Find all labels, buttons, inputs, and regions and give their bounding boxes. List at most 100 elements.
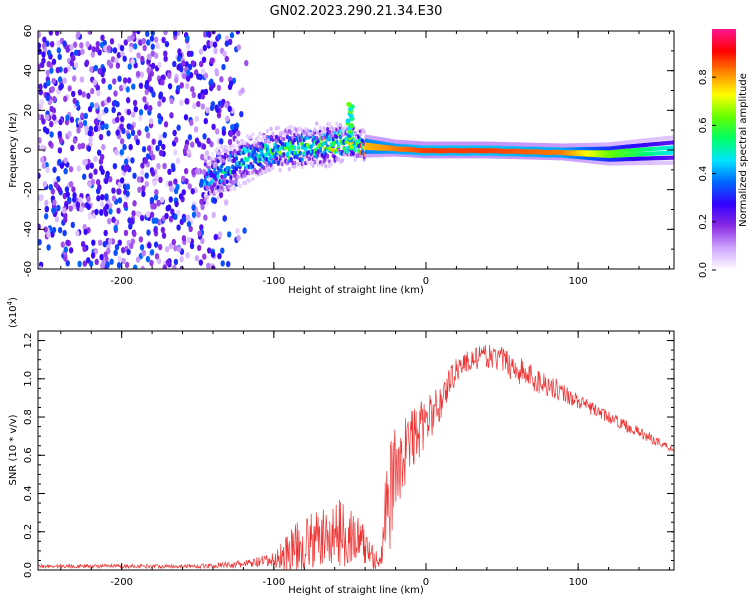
- heatmap-cell: [150, 50, 155, 57]
- heatmap-cell: [208, 84, 214, 92]
- heatmap-cell: [69, 44, 74, 51]
- heatmap-cell: [115, 116, 120, 123]
- heatmap-cell: [68, 180, 74, 188]
- heatmap-cell: [199, 178, 204, 185]
- heatmap-cell: [173, 245, 178, 252]
- heatmap-cell: [122, 77, 128, 84]
- heatmap-cell: [125, 190, 130, 197]
- heatmap-cell: [251, 164, 255, 169]
- heatmap-cell: [132, 200, 137, 207]
- heatmap-cell: [71, 196, 77, 203]
- heatmap-cell: [126, 132, 132, 140]
- snr-y-ticks: 0.0 0.2 0.4 0.6 0.8 1.0 1.2: [23, 330, 674, 578]
- heatmap-cell: [148, 118, 154, 125]
- heatmap-cell: [144, 82, 149, 90]
- heatmap-cell: [135, 138, 140, 146]
- heatmap-cell: [108, 176, 113, 183]
- heatmap-cell: [225, 145, 229, 150]
- heatmap-cell: [172, 60, 177, 68]
- heatmap-cell: [293, 164, 297, 169]
- heatmap-cell: [150, 62, 156, 69]
- heatmap-cell: [174, 200, 179, 208]
- heatmap-cell: [145, 211, 151, 218]
- heatmap-cell: [293, 145, 297, 151]
- heatmap-cell: [137, 186, 142, 193]
- heatmap-cell: [220, 260, 225, 267]
- heatmap-cell: [38, 31, 42, 38]
- heatmap-cell: [112, 162, 118, 170]
- heatmap-cell: [202, 44, 208, 52]
- heatmap-cell: [209, 141, 214, 148]
- snr-panel: -200 -100 0 100 0.0 0.2 0.4 0.6 0.8 1.0 1.2 Heigh…: [6, 297, 675, 596]
- heatmap-cell: [262, 165, 266, 171]
- heatmap-cell: [91, 239, 96, 246]
- heatmap-cell: [141, 190, 146, 198]
- heatmap-cell: [150, 170, 156, 177]
- heatmap-cell: [57, 53, 62, 61]
- heatmap-cell: [168, 242, 174, 250]
- heatmap-cell: [43, 213, 49, 220]
- heatmap-cell: [114, 243, 120, 251]
- heatmap-cell: [42, 36, 47, 43]
- heatmap-cell: [142, 44, 147, 52]
- heatmap-cell: [62, 77, 68, 84]
- heatmap-cell: [111, 106, 116, 114]
- heatmap-cell: [79, 42, 84, 49]
- heatmap-cell: [75, 230, 80, 237]
- heatmap-cell: [216, 33, 222, 40]
- heatmap-cell: [243, 180, 248, 186]
- heatmap-cell: [75, 201, 80, 208]
- heatmap-cell: [176, 84, 181, 92]
- heatmap-cell: [227, 138, 233, 146]
- heatmap-cell: [121, 257, 126, 265]
- heatmap-cell: [185, 35, 190, 42]
- heatmap-cell: [146, 67, 151, 74]
- heatmap-cell: [128, 223, 133, 230]
- heatmap-cell: [226, 231, 232, 238]
- heatmap-cell: [100, 262, 105, 269]
- spectrogram-y-tick-label: -20: [23, 181, 34, 197]
- heatmap-cell: [42, 180, 48, 188]
- heatmap-cell: [216, 146, 220, 151]
- heatmap-cell: [84, 59, 90, 66]
- heatmap-cell: [236, 130, 241, 137]
- heatmap-cell: [264, 169, 268, 175]
- heatmap-cell: [79, 206, 84, 213]
- heatmap-cell: [141, 250, 146, 257]
- heatmap-cell: [143, 103, 149, 111]
- heatmap-cell: [210, 251, 216, 258]
- heatmap-cell: [289, 157, 293, 162]
- heatmap-cell: [135, 256, 141, 263]
- heatmap-cell: [91, 46, 96, 53]
- heatmap-cell: [217, 100, 223, 107]
- heatmap-cell: [153, 194, 159, 201]
- heatmap-cell: [186, 43, 191, 50]
- heatmap-cell: [96, 195, 101, 202]
- heatmap-cell: [145, 153, 151, 160]
- heatmap-cell: [212, 182, 217, 188]
- heatmap-cell: [251, 176, 255, 182]
- heatmap-cell: [88, 260, 94, 267]
- heatmap-cell: [140, 55, 145, 63]
- heatmap-cell: [198, 73, 203, 81]
- heatmap-cell: [185, 214, 191, 221]
- heatmap-cell: [64, 186, 70, 193]
- heatmap-cell: [52, 166, 57, 173]
- spectrogram-y-ticks: -60 -40 -20 0 20 40 60: [23, 25, 674, 277]
- heatmap-cell: [217, 231, 223, 238]
- heatmap-cell: [133, 105, 138, 113]
- heatmap-cell: [155, 42, 160, 50]
- heatmap-cell: [276, 160, 281, 165]
- heatmap-cell: [671, 140, 674, 145]
- heatmap-cell: [72, 97, 77, 105]
- heatmap-cell: [87, 213, 93, 220]
- heatmap-cell: [212, 197, 218, 204]
- heatmap-cell: [117, 239, 122, 246]
- heatmap-cell: [111, 195, 117, 202]
- heatmap-cell: [220, 163, 224, 169]
- heatmap-cell: [153, 241, 159, 248]
- heatmap-cell: [117, 181, 122, 189]
- heatmap-cell: [227, 38, 233, 46]
- colorbar-tick-label: 0.0: [698, 262, 709, 278]
- colorbar-tick-label: 0.2: [698, 214, 709, 230]
